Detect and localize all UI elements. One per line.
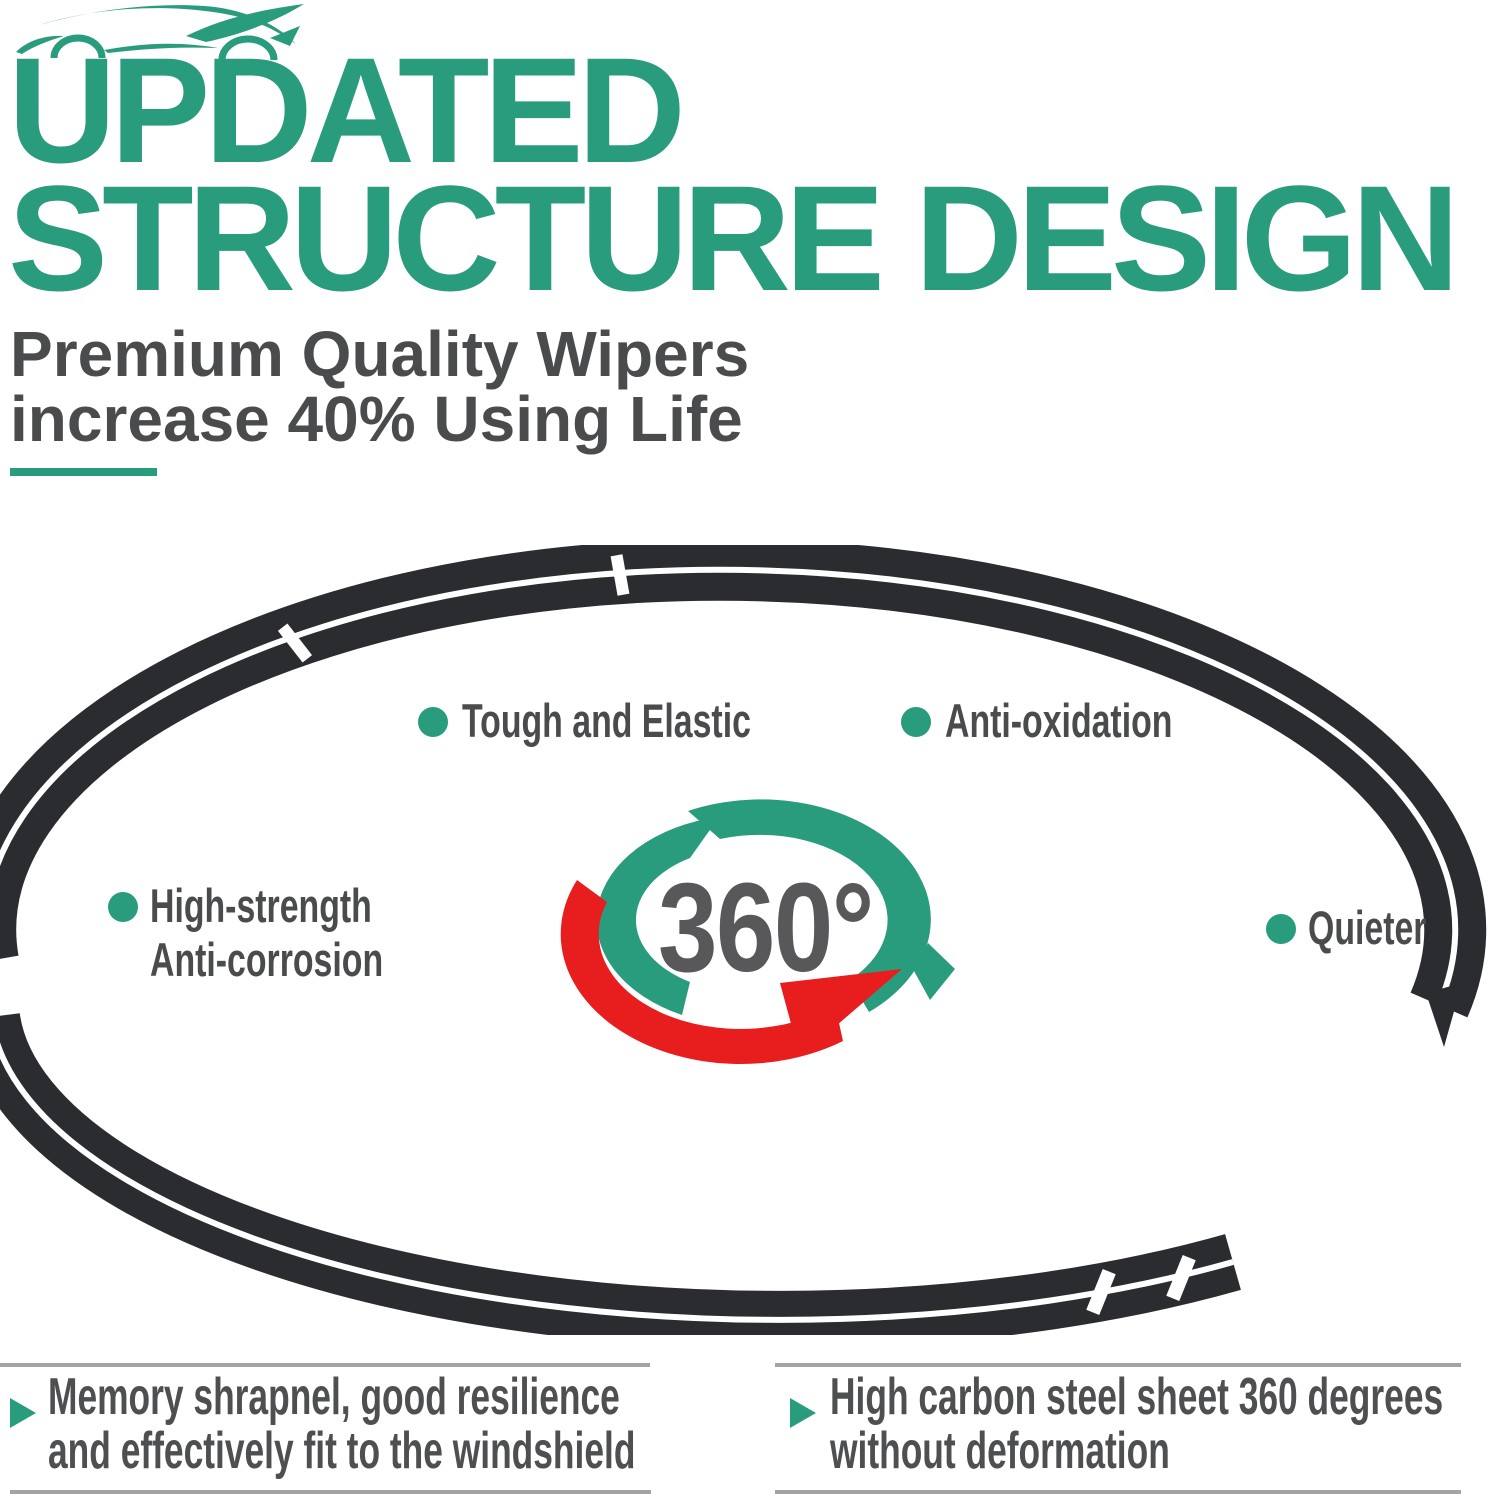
divider-line [10,1490,651,1494]
green-dot-icon [108,892,138,922]
car-logo-icon [16,4,304,61]
feature-quieter: Quieter [1308,901,1427,954]
feature-high-strength-line1: High-strength [150,879,372,932]
page-title-line2: STRUCTURE DESIGN [8,154,1460,322]
footer-note-right: High carbon steel sheet 360 degrees with… [830,1370,1443,1478]
page-title-line1: UPDATED [8,26,686,194]
feature-high-strength-line2: Anti-corrosion [150,933,384,986]
green-underline [10,468,157,476]
feature-anti-oxidation: Anti-oxidation [945,694,1173,747]
green-dot-icon [901,707,931,737]
degrees-label: 360° [658,857,874,998]
divider-line [0,1363,650,1367]
wiper-steel-band-image [0,545,1487,1335]
green-dot-icon [1266,914,1296,944]
green-triangle-marker-icon [790,1398,816,1428]
divider-line [775,1363,1461,1367]
footer-note-left-line2: and effectively fit to the windshield [48,1422,636,1480]
feature-tough-elastic: Tough and Elastic [462,694,751,747]
footer-note-left-line1: Memory shrapnel, good resilience [48,1368,620,1426]
footer-note-left: Memory shrapnel, good resilience and eff… [48,1370,635,1478]
subtitle-line2: increase 40% Using Life [10,383,743,455]
feature-high-strength: High-strength Anti-corrosion [150,879,383,987]
divider-line [775,1490,1461,1494]
green-dot-icon [418,707,448,737]
footer-note-right-line1: High carbon steel sheet 360 degrees [830,1368,1444,1426]
subtitle-line1: Premium Quality Wipers [10,318,750,390]
band-lower-loop [0,1012,1241,1335]
360-rotation-arrows-icon [560,799,955,1065]
green-triangle-marker-icon [10,1398,36,1428]
band-upper-loop [0,545,1487,1047]
footer-note-right-line2: without deformation [830,1422,1170,1480]
band-notches [277,554,1196,1316]
